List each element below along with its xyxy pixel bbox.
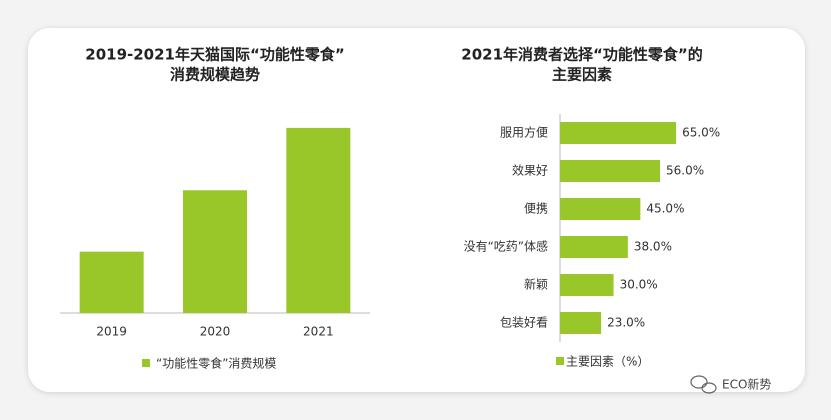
chart-title: 2019-2021年天猫国际“功能性零食” <box>85 46 344 64</box>
card <box>28 28 805 392</box>
bar <box>560 274 614 296</box>
legend-swatch <box>142 359 150 367</box>
x-tick-label: 2021 <box>303 325 334 339</box>
y-tick-label: 包装好看 <box>500 316 548 330</box>
bar <box>79 251 144 313</box>
bar <box>560 236 628 258</box>
x-tick-label: 2019 <box>96 325 127 339</box>
legend-label: 主要因素（%） <box>566 355 649 369</box>
bar <box>560 122 677 144</box>
bar <box>560 160 660 182</box>
legend-swatch <box>556 357 564 365</box>
x-tick-label: 2020 <box>200 325 231 339</box>
value-label: 38.0% <box>634 240 672 254</box>
bar <box>560 198 641 220</box>
y-tick-label: 服用方便 <box>500 125 548 140</box>
y-tick-label: 没有“吃药”体感 <box>464 239 548 254</box>
chart-title: 主要因素 <box>552 66 612 84</box>
watermark: ECO新势 <box>722 377 771 392</box>
value-label: 23.0% <box>607 316 645 330</box>
bar <box>560 312 602 334</box>
value-label: 30.0% <box>620 278 658 292</box>
bar <box>286 127 351 313</box>
bar <box>183 190 247 313</box>
chart-title: 消费规模趋势 <box>170 66 260 84</box>
wechat-icon <box>690 375 717 394</box>
y-tick-label: 效果好 <box>512 163 548 178</box>
value-label: 45.0% <box>646 202 684 216</box>
legend-label: “功能性零食”消费规模 <box>156 356 276 371</box>
chart-title: 2021年消费者选择“功能性零食”的 <box>461 46 702 64</box>
y-tick-label: 新颖 <box>524 277 548 292</box>
value-label: 56.0% <box>666 164 704 178</box>
y-tick-label: 便携 <box>524 201 548 216</box>
value-label: 65.0% <box>682 126 720 140</box>
